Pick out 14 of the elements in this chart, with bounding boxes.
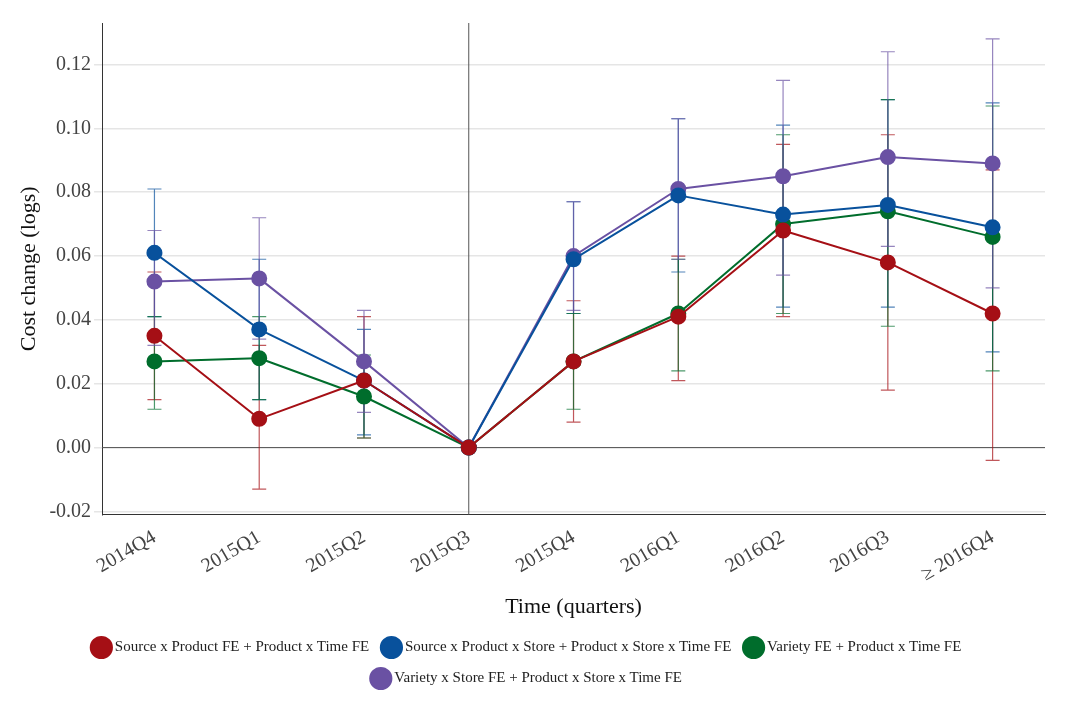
- y-tick-label: 0.04: [56, 307, 92, 330]
- y-tick-label: -0.02: [49, 498, 92, 521]
- y-tick-label: 0.08: [56, 179, 92, 202]
- legend-label: Variety FE + Product x Time FE: [767, 638, 962, 655]
- y-tick-label: 0.12: [56, 51, 92, 74]
- legend-label: Source x Product x Store + Product x Store x Time FE: [404, 638, 732, 655]
- y-axis-title: Cost change (logs): [14, 186, 40, 352]
- y-tick-label: 0.06: [56, 243, 92, 266]
- y-tick-label: 0.00: [56, 434, 92, 457]
- legend-label: Source x Product FE + Product x Time FE: [114, 638, 370, 655]
- x-axis-title: Time (quarters): [505, 592, 642, 618]
- legend-label: Variety x Store FE + Product x Store x Time FE: [394, 669, 682, 686]
- y-tick-label: 0.10: [56, 115, 92, 138]
- y-tick-label: 0.02: [56, 370, 92, 393]
